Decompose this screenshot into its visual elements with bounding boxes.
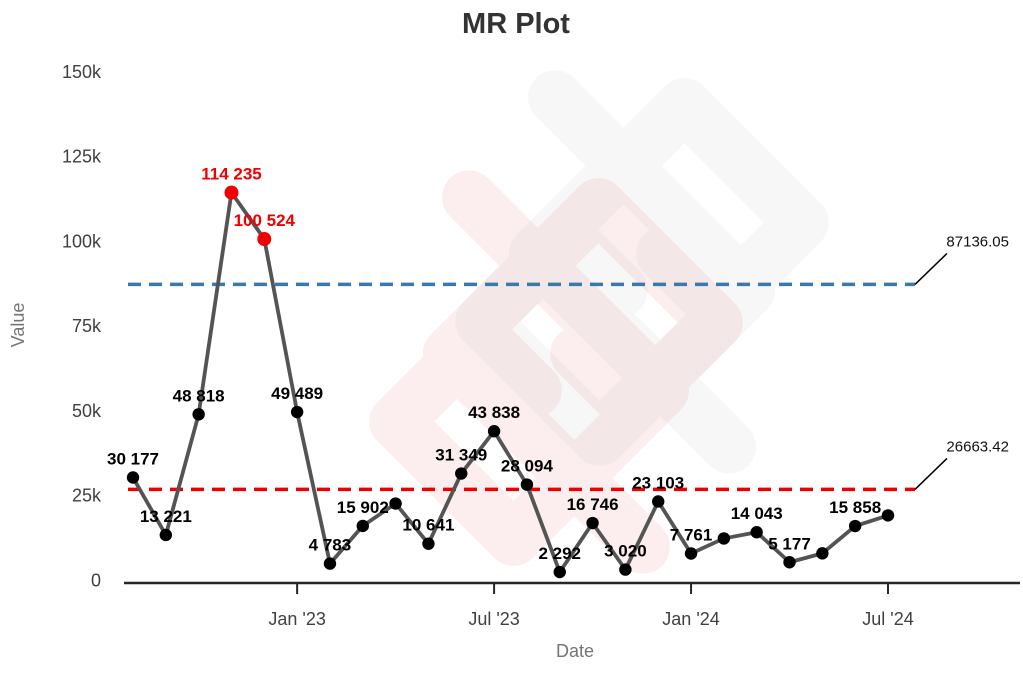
x-tick-label: Jan '23 [268,609,325,629]
data-point-label: 15 902 [337,498,389,517]
x-tick-label: Jan '24 [662,609,719,629]
data-point-label: 10 641 [402,516,454,535]
data-point-highlighted[interactable] [257,232,272,247]
data-point-highlighted[interactable] [224,185,239,200]
y-tick-label: 150k [62,62,102,82]
x-tick-label: Jul '23 [468,609,519,629]
data-point[interactable] [389,497,402,510]
y-tick-label: 25k [72,486,102,506]
data-point-label: 31 349 [435,446,487,465]
data-point-label: 30 177 [107,450,159,469]
y-tick-label: 125k [62,147,102,167]
data-point-label: 15 858 [829,498,881,517]
data-point[interactable] [652,495,665,508]
data-point-label: 5 177 [768,534,811,553]
data-point[interactable] [455,467,468,480]
data-point-label: 2 292 [538,544,581,563]
data-point-label: 23 103 [632,473,684,492]
data-point-label: 7 761 [670,525,713,544]
data-point[interactable] [126,471,140,484]
watermark-logo [369,70,829,574]
data-point-label: 28 094 [501,457,554,476]
y-axis-title: Value [8,303,28,348]
reference-line-label-1: 26663.42 [946,438,1009,455]
data-point[interactable] [487,424,501,438]
data-point[interactable] [848,519,862,533]
data-point[interactable] [717,532,731,545]
data-point-label: 114 235 [201,165,262,184]
data-point[interactable] [290,405,304,419]
data-point[interactable] [750,525,763,539]
reference-line-label-0: 87136.05 [946,233,1009,250]
data-point[interactable] [684,547,698,560]
data-point[interactable] [159,528,173,542]
data-point-label: 3 020 [604,542,647,561]
data-point-label: 48 818 [173,386,225,405]
data-point[interactable] [783,556,796,569]
y-tick-label: 100k [62,231,102,251]
data-point-label: 14 043 [731,504,783,523]
data-point[interactable] [323,557,337,570]
reference-line-connector-0 [914,252,948,285]
y-tick-label: 75k [72,316,102,336]
reference-line-connector-1 [914,457,948,490]
y-tick-label: 50k [72,401,102,421]
data-point[interactable] [586,516,599,530]
y-tick-label: 0 [91,570,101,590]
data-point-label: 13 221 [140,507,192,526]
data-point-label: 16 746 [567,495,619,514]
x-tick-label: Jul '24 [862,609,913,629]
data-point-label: 4 783 [309,536,352,555]
data-point[interactable] [520,478,534,491]
data-point[interactable] [356,519,369,533]
series-line [131,190,890,574]
data-point[interactable] [881,509,895,522]
data-point[interactable] [422,537,435,550]
data-point[interactable] [553,565,566,579]
x-axis-title: Date [556,641,594,661]
data-point-label: 49 489 [271,384,323,403]
data-point[interactable] [192,408,205,421]
chart-title: MR Plot [462,8,570,40]
data-point-label: 43 838 [468,403,520,422]
data-point[interactable] [619,563,632,576]
data-point-label: 100 524 [234,211,296,230]
data-point[interactable] [816,547,829,560]
